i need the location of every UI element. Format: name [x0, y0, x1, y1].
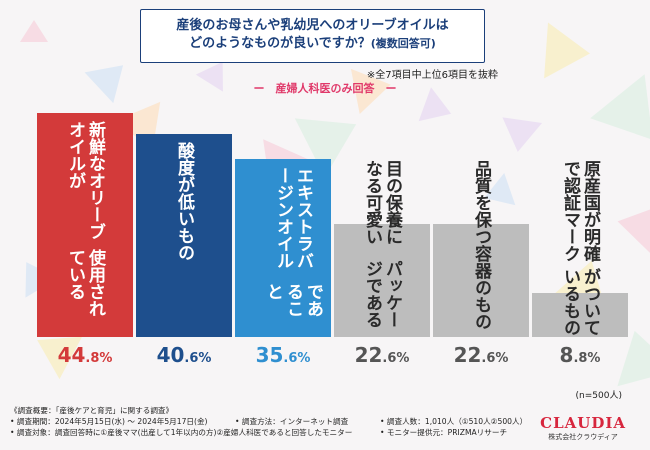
bar-category-label: 原産国が明確で認証マークがついているもの [560, 160, 600, 340]
value-decimal: .6% [382, 351, 410, 366]
bar-value-label: 35.6% [233, 343, 333, 367]
title-multi-answer: (複数回答可) [370, 37, 436, 50]
value-decimal: .8% [573, 351, 601, 366]
value-decimal: .6% [481, 351, 509, 366]
bar-category-label: 酸度が低いもの [174, 142, 194, 331]
value-integer: 22 [354, 343, 383, 367]
bar-category-label: 新鮮なオリーブオイルが使用されている [65, 121, 105, 331]
chart-title-box: 産後のお母さんや乳幼児へのオリーブオイルは どのようなものが良いですか？(複数回… [140, 9, 485, 63]
bar-category-label-line: 酸度が低いもの [174, 142, 194, 261]
bar-value-label: 40.6% [134, 343, 234, 367]
bar-category-label-line: パッケージである [362, 260, 402, 328]
survey-method: • 調査方法：インターネット調査 [235, 417, 349, 426]
value-integer: 8 [559, 343, 574, 367]
claudia-logo: CLAUDIA 株式会社クラウディア [540, 414, 626, 442]
respondent-subtitle: ー 産婦人科医のみ回答 ー [253, 82, 397, 95]
bar-value-label: 44.8% [35, 343, 135, 367]
title-line-2: どのようなものが良いですか？(複数回答可) [141, 35, 484, 53]
bar-category-label-line: 原産国が明確で認証マーク [560, 160, 600, 262]
logo-corp-name: 株式会社クラウディア [548, 433, 618, 441]
bar-4 [334, 224, 430, 337]
bar-category-label: 品質を保つ容器のもの [471, 160, 491, 340]
excerpt-note: ※全7項目中上位6項目を抜粋 [366, 70, 498, 81]
bar-category-label-line: エキストラバージンオイル [273, 167, 313, 269]
bar-category-label: 目の保養になる可愛いパッケージである [362, 160, 402, 340]
title-question: どのようなものが良いですか？ [189, 36, 371, 51]
bar-5 [433, 224, 529, 337]
value-decimal: .6% [283, 351, 311, 366]
bar-3 [235, 159, 331, 337]
bar-category-label-line: がついているもの [560, 268, 600, 336]
value-decimal: .6% [184, 351, 212, 366]
bar-category-label-line: であること [263, 282, 323, 317]
value-decimal: .8% [85, 351, 113, 366]
value-integer: 40 [156, 343, 185, 367]
bar-category-label-line: 品質を保つ容器のもの [471, 160, 491, 330]
bar-6 [532, 293, 628, 337]
title-line-1: 産後のお母さんや乳幼児へのオリーブオイルは [176, 18, 449, 33]
value-integer: 22 [453, 343, 482, 367]
bar-value-label: 22.6% [431, 343, 531, 367]
survey-target: • 調査対象：調査回答時に①産後ママ(出産して1年以内の方)②産婦人科医であると… [10, 428, 353, 437]
survey-count: • 調査人数：1,010人（①510人②500人） [380, 417, 528, 426]
value-integer: 35 [255, 343, 284, 367]
bar-2 [136, 134, 232, 337]
bar-1 [37, 113, 133, 337]
survey-footer: 《調査概要：「産後ケアと育児」に関する調査》 • 調査期間：2024年5月15日… [10, 405, 530, 438]
survey-period: • 調査期間：2024年5月15日(水) ～ 2024年5月17日(金) [10, 417, 208, 426]
bar-category-label-line: 目の保養になる可愛い [362, 160, 402, 245]
value-integer: 44 [57, 343, 86, 367]
bar-category-label: エキストラバージンオイルであること [263, 167, 323, 331]
logo-brand: CLAUDIA [540, 414, 626, 432]
survey-provider: • モニター提供元：PRIZMAリサーチ [380, 428, 508, 437]
bar-category-label-line: 新鮮なオリーブオイルが [65, 121, 105, 240]
confetti-triangle [20, 20, 48, 42]
bar-category-label-line: 使用されている [65, 249, 105, 318]
bar-value-label: 22.6% [332, 343, 432, 367]
sample-size-note: (n=500人) [575, 391, 622, 401]
survey-overview: 《調査概要：「産後ケアと育児」に関する調査》 [10, 406, 174, 415]
bar-value-label: 8.8% [530, 343, 630, 367]
